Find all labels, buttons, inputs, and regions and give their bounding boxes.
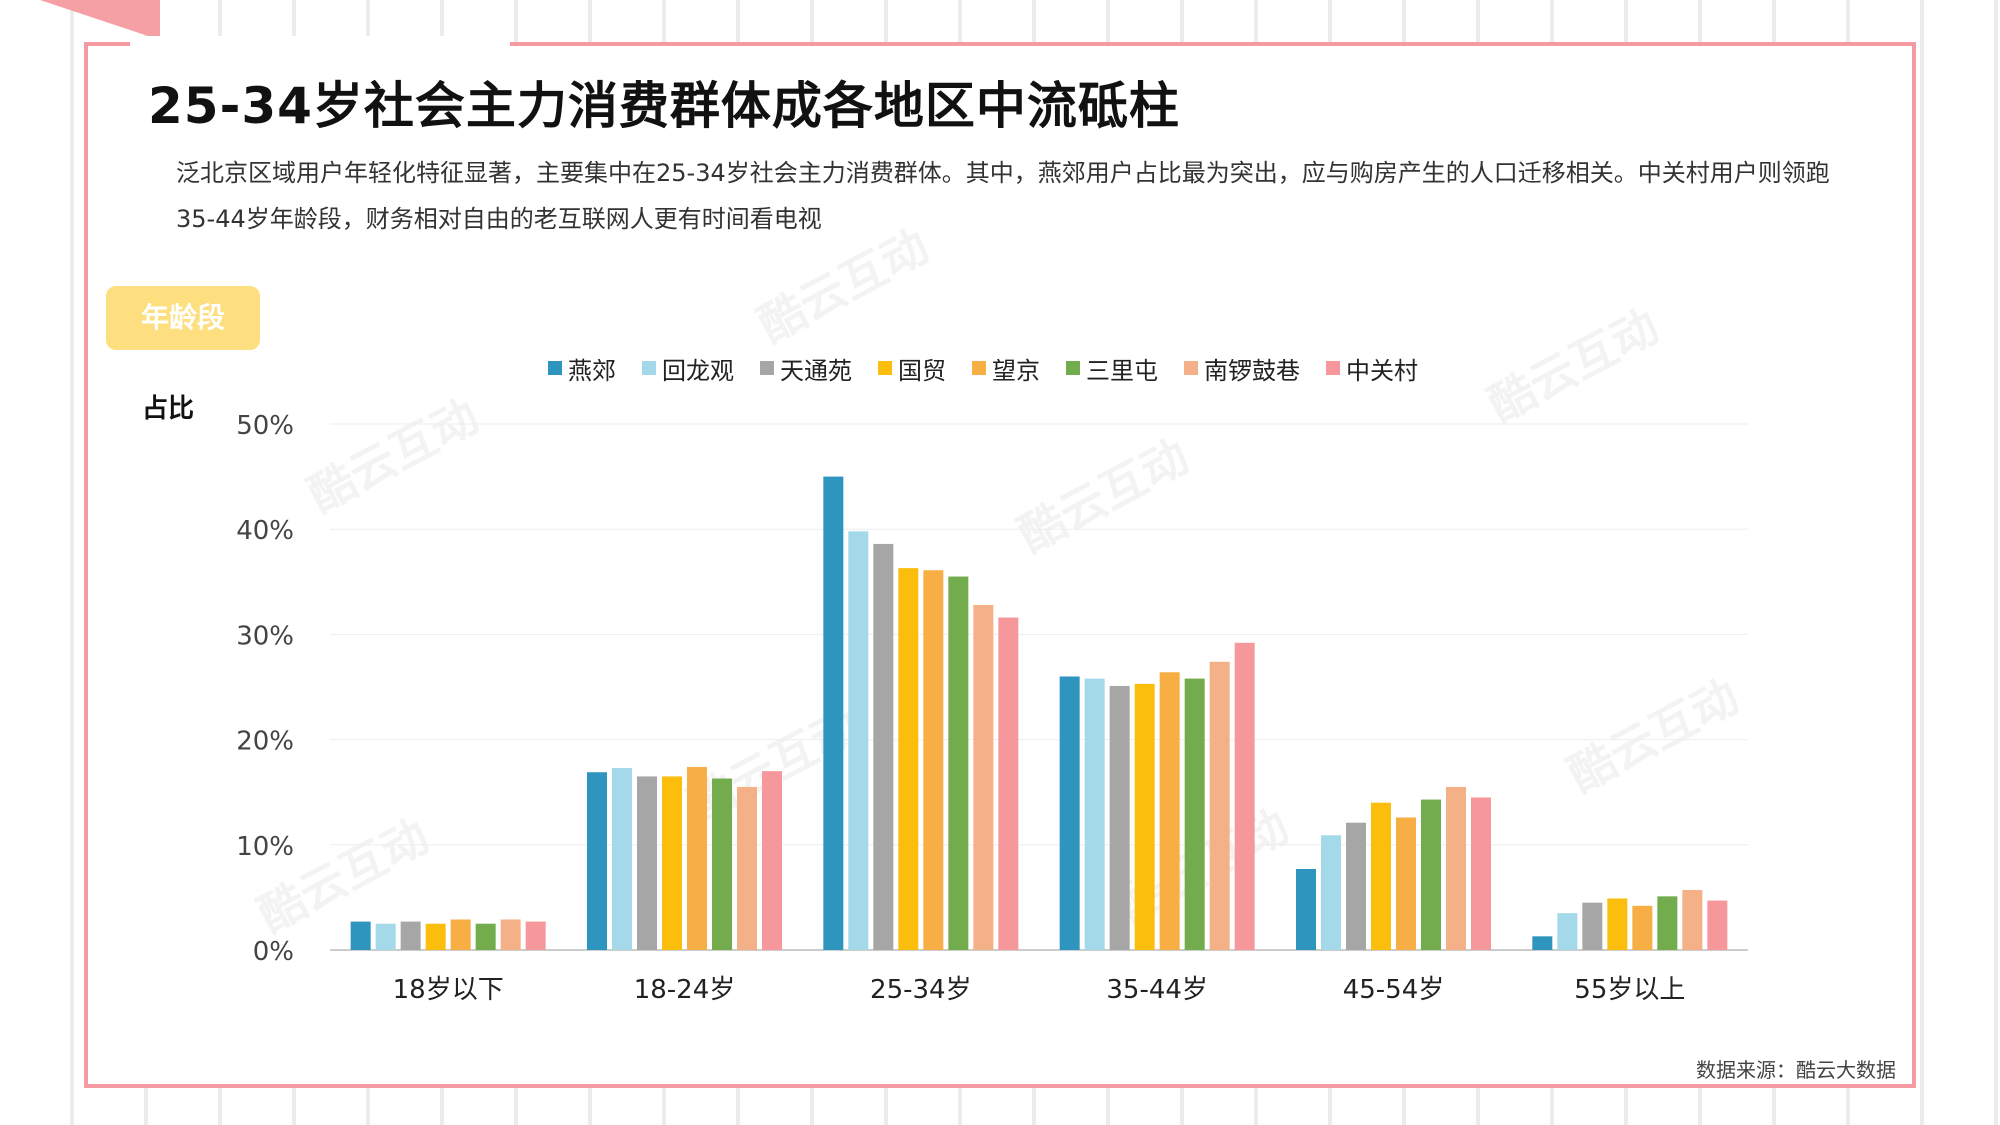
bar [1707,900,1728,950]
bar [375,923,396,950]
y-tick-label: 0% [253,937,294,967]
legend-item: 南锣鼓巷 [1184,351,1300,386]
legend-item: 燕郊 [548,351,616,386]
bar [1557,913,1578,950]
legend-swatch [972,361,986,375]
x-tick-label: 35-44岁 [1106,975,1208,1005]
bar [1396,817,1416,950]
legend-label: 回龙观 [662,356,734,385]
bar [1632,905,1653,950]
bar [1059,676,1080,950]
x-tick-label: 18岁以下 [393,975,504,1005]
bar [1471,797,1491,950]
legend-item: 国贸 [878,351,946,386]
bar [1421,799,1441,950]
bar [923,570,944,950]
legend-label: 天通苑 [780,356,852,385]
bar [425,923,446,950]
bar [450,919,471,950]
x-tick-label: 25-34岁 [870,975,972,1005]
legend-label: 中关村 [1346,356,1418,385]
bar [848,531,869,950]
y-tick-label: 20% [236,727,294,757]
bar [1532,936,1553,950]
y-tick-label: 40% [236,516,294,546]
legend-item: 中关村 [1326,351,1418,386]
legend-item: 望京 [972,351,1040,386]
bar [762,771,782,950]
legend-swatch [548,361,562,375]
bar [1582,902,1603,950]
x-tick-label: 18-24岁 [634,975,736,1005]
bar [1209,661,1230,950]
legend-swatch [1326,361,1340,375]
legend-swatch [1066,361,1080,375]
bar [1682,890,1703,950]
legend-item: 回龙观 [642,351,734,386]
bar [662,776,682,950]
bar [737,786,757,950]
bar [400,921,421,950]
bar [898,568,919,950]
legend-label: 国贸 [898,356,946,385]
bar [712,778,732,950]
page-description: 泛北京区域用户年轻化特征显著，主要集中在25-34岁社会主力消费群体。其中，燕郊… [176,159,1830,233]
bar [873,543,894,950]
bar [1184,678,1205,950]
legend-label: 燕郊 [568,356,616,385]
legend-swatch [1184,361,1198,375]
legend-label: 三里屯 [1086,356,1158,385]
y-tick-label: 10% [236,832,294,862]
data-source: 数据来源：酷云大数据 [1696,1058,1896,1082]
chart-legend: 燕郊 回龙观 天通苑 国贸 望京 三里屯 南锣鼓巷 中关村 [548,350,1418,386]
bar [1159,672,1180,950]
bar [973,604,994,950]
bar [998,617,1019,950]
card-border-gap [130,36,510,50]
y-tick-label: 30% [236,621,294,651]
bar [687,766,707,950]
bar [1371,802,1391,950]
x-tick-label: 45-54岁 [1343,975,1445,1005]
bar [1346,822,1366,950]
y-axis-label: 占比 [142,394,195,424]
bar [1234,642,1255,950]
category-badge: 年龄段 [106,286,260,350]
bar [948,576,969,950]
bar [637,776,657,950]
bar [350,921,371,950]
bar [612,768,632,950]
bar [587,772,607,950]
legend-label: 南锣鼓巷 [1204,356,1300,385]
bar [475,923,496,950]
bar [500,919,521,950]
page-title: 25-34岁社会主力消费群体成各地区中流砥柱 [148,77,1180,135]
bar [1109,685,1130,950]
y-tick-label: 50% [236,411,294,441]
bar [1446,786,1466,950]
bar [1607,898,1628,950]
legend-item: 天通苑 [760,351,852,386]
bar [525,921,546,950]
bar [1084,678,1105,950]
legend-item: 三里屯 [1066,351,1158,386]
legend-swatch [760,361,774,375]
bar [1134,683,1155,950]
legend-label: 望京 [992,356,1040,385]
bar [1657,896,1678,950]
bar [1321,835,1341,950]
bar [823,476,844,950]
legend-swatch [878,361,892,375]
x-tick-label: 55岁以上 [1574,975,1685,1005]
bar [1296,868,1316,950]
legend-swatch [642,361,656,375]
